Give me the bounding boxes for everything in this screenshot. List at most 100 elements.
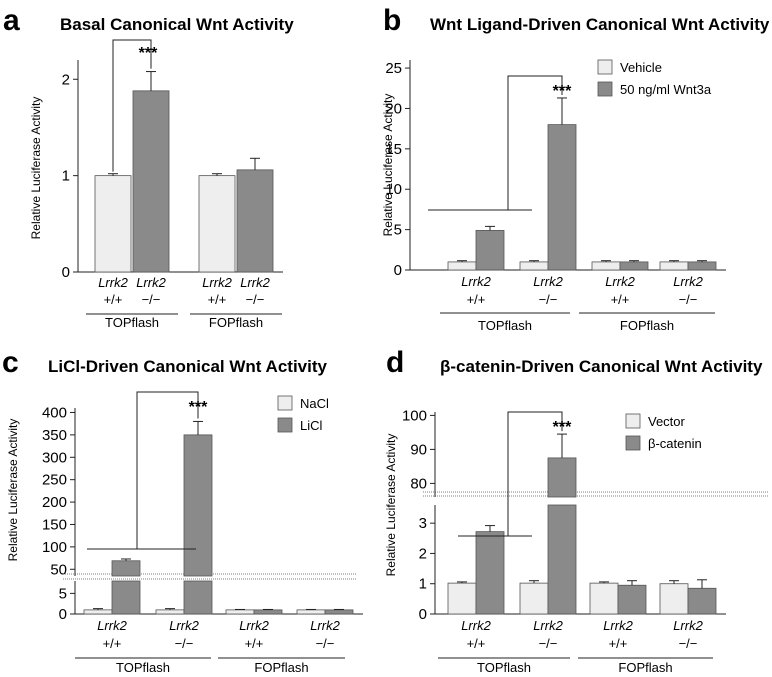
x-genotype-label: −/−	[316, 636, 335, 651]
error-bar	[697, 260, 707, 262]
bar	[687, 261, 717, 271]
x-gene-label: Lrrk2	[461, 274, 491, 289]
y-tick-label: 2	[62, 71, 70, 88]
error-bar	[457, 260, 467, 262]
group-label: TOPflash	[105, 315, 159, 330]
y-tick-label: 100	[42, 539, 67, 556]
y-tick-label: 5	[394, 222, 402, 239]
error-bar	[485, 525, 495, 532]
bar	[519, 582, 549, 615]
x-gene-label: Lrrk2	[461, 618, 491, 633]
y-tick-label: 25	[385, 60, 402, 77]
bar	[547, 124, 577, 271]
error-bar	[121, 558, 131, 561]
bar	[132, 90, 170, 273]
bar-lower	[547, 504, 577, 615]
legend: NaCl LiCl	[277, 395, 329, 433]
y-axis-label: Relative Luciferase Activity	[381, 94, 395, 237]
error-bar	[627, 580, 637, 586]
x-genotype-label: −/−	[679, 292, 698, 307]
bar	[253, 609, 283, 615]
error-bar	[601, 260, 611, 262]
y-tick-label: 20	[385, 100, 402, 117]
y-tick-label: 100	[402, 407, 427, 424]
x-genotype-label: +/+	[103, 636, 122, 651]
legend-label: Vector	[648, 414, 686, 429]
bar	[589, 582, 619, 615]
error-bar	[93, 608, 103, 610]
error-bar	[529, 260, 539, 262]
panel-letter: d	[386, 346, 404, 379]
x-gene-label: Lrrk2	[239, 618, 269, 633]
y-tick-label: 80	[410, 475, 427, 492]
y-tick-label: 2	[419, 545, 427, 562]
legend-label: LiCl	[300, 418, 323, 433]
bar	[659, 261, 689, 271]
significance-bracket	[136, 391, 199, 549]
y-tick-label: 350	[42, 427, 67, 444]
y-tick-label: 0	[59, 606, 67, 623]
x-gene-label: Lrrk2	[136, 275, 166, 290]
y-tick-label: 0	[419, 606, 427, 623]
y-tick-label: 3	[419, 515, 427, 532]
x-genotype-label: +/+	[611, 292, 630, 307]
bar	[475, 531, 505, 615]
x-genotype-label: +/+	[104, 292, 123, 307]
y-tick-label: 1	[62, 168, 70, 185]
panel-title: LiCl-Driven Canonical Wnt Activity	[48, 357, 328, 376]
significance-bracket	[112, 39, 152, 172]
bar	[447, 261, 477, 271]
error-bar	[457, 581, 467, 584]
error-bar	[108, 173, 118, 176]
y-tick-label: 150	[42, 516, 67, 533]
bar	[225, 609, 255, 615]
x-genotype-label: −/−	[679, 636, 698, 651]
error-bar	[250, 157, 260, 170]
error-bar	[669, 580, 679, 584]
legend: Vehicle 50 ng/ml Wnt3a	[597, 59, 712, 97]
group-label: FOPflash	[620, 318, 674, 333]
x-gene-label: Lrrk2	[310, 618, 340, 633]
y-tick-label: 90	[410, 441, 427, 458]
panel-title: β-catenin-Driven Canonical Wnt Activity	[440, 357, 763, 376]
panel-letter: b	[383, 4, 401, 37]
legend-swatch	[597, 59, 613, 75]
panel-title: Basal Canonical Wnt Activity	[60, 15, 294, 34]
y-tick-label: 400	[42, 404, 67, 421]
bar	[83, 609, 113, 615]
group-label: FOPflash	[618, 660, 672, 675]
x-genotype-label: +/+	[245, 636, 264, 651]
y-tick-label: 5	[59, 585, 67, 602]
error-bar	[629, 260, 639, 262]
legend-swatch	[625, 413, 641, 429]
error-bar	[529, 580, 539, 584]
x-gene-label: Lrrk2	[533, 618, 563, 633]
x-genotype-label: +/+	[208, 292, 227, 307]
y-tick-label: 50	[50, 561, 67, 578]
group-label: TOPflash	[478, 318, 532, 333]
y-tick-label: 15	[385, 141, 402, 158]
error-bar	[669, 260, 679, 262]
significance-bracket	[507, 411, 563, 536]
bar	[475, 230, 505, 271]
group-label: FOPflash	[209, 315, 263, 330]
y-tick-label: 0	[394, 262, 402, 279]
bar	[155, 609, 185, 615]
x-genotype-label: −/−	[142, 292, 161, 307]
x-genotype-label: +/+	[467, 636, 486, 651]
y-tick-label: 10	[385, 181, 402, 198]
error-bar	[212, 173, 222, 176]
panel-b: b Wnt Ligand-Driven Canonical Wnt Activit…	[381, 4, 770, 333]
panel-title: Wnt Ligand-Driven Canonical Wnt Activity	[430, 15, 770, 34]
x-genotype-label: +/+	[467, 292, 486, 307]
y-axis-label: Relative Luciferase Activity	[6, 419, 20, 562]
bar	[659, 583, 689, 615]
y-tick-label: 1	[419, 576, 427, 593]
panel-d: d β-catenin-Driven Canonical Wnt Activity…	[384, 346, 769, 675]
group-label: TOPflash	[116, 660, 170, 675]
panel-letter: c	[2, 346, 19, 379]
error-bar	[697, 579, 707, 589]
legend-label: Vehicle	[620, 60, 662, 75]
legend-label: β-catenin	[648, 436, 702, 451]
